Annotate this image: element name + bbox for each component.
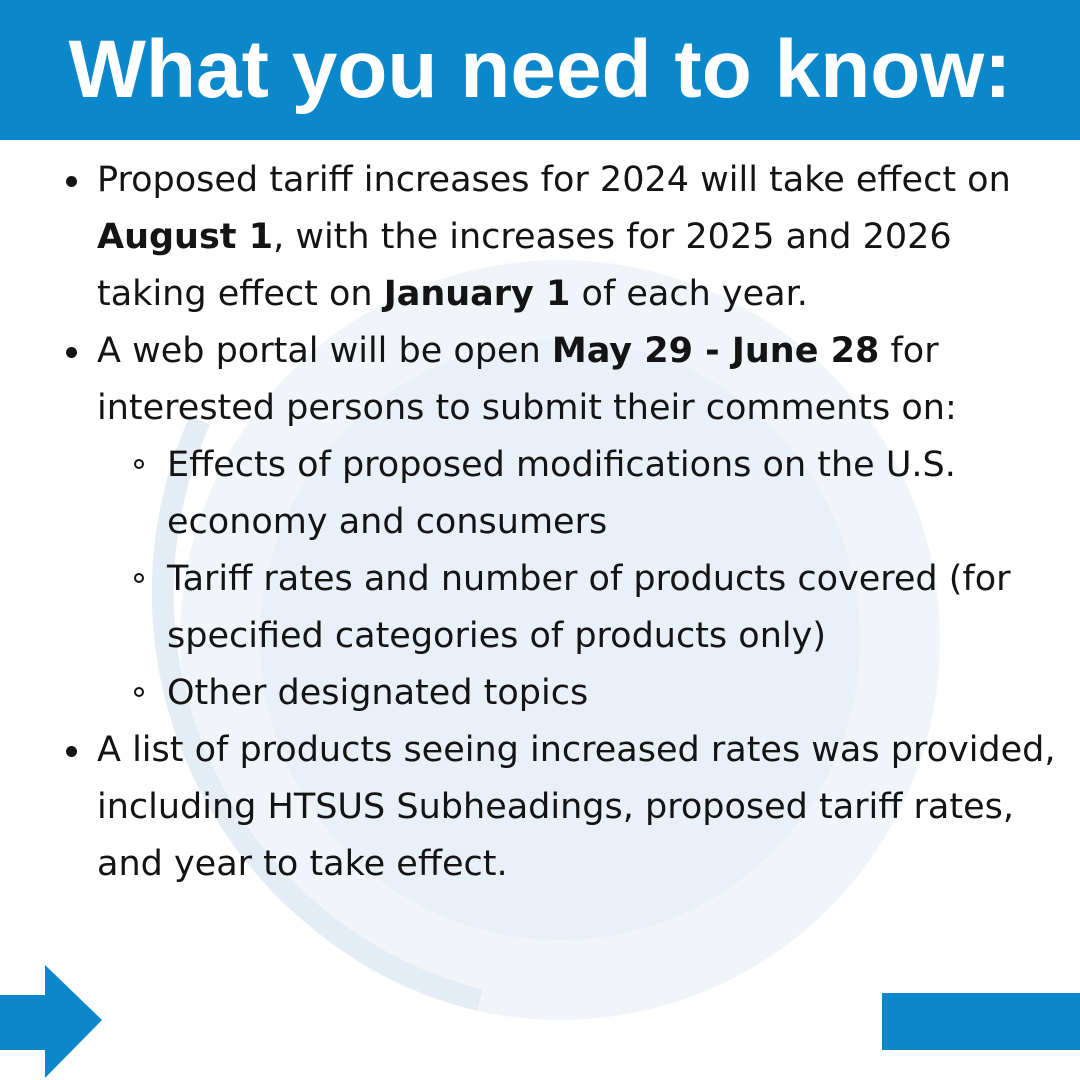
sub-list: Effects of proposed modifications on the… [97,437,1057,722]
sub-item: Tariff rates and number of products cove… [134,551,1057,665]
globe [260,340,860,940]
text: , with the increases for 2025 and 2026 t… [97,217,952,314]
next-arrow [0,965,102,1078]
orbit-arrow [151,415,483,1011]
title: What you need to know: [68,24,1012,115]
bullet-list: Proposed tariff increases for 2024 will … [66,152,1057,893]
bold-text: May 29 - June 28 [551,331,880,371]
text: of each year. [570,274,808,314]
sub-item: Effects of proposed modifications on the… [134,437,1057,551]
bullet-item: A web portal will be open May 29 - June … [66,323,1057,722]
bullet-item: A list of products seeing increased rate… [66,722,1057,893]
text: A list of products seeing increased rate… [97,730,1056,884]
header: What you need to know: [0,0,1080,140]
bold-text: August 1 [97,217,274,257]
text: Proposed tariff increases for 2024 will … [97,160,1011,200]
text: A web portal will be open [97,331,552,371]
bold-text: January 1 [383,274,571,314]
bullet-item: Proposed tariff increases for 2024 will … [66,152,1057,323]
text: for interested persons to submit their c… [97,331,957,428]
sub-item: Other designated topics [134,665,1057,722]
corner-bar [882,993,1080,1050]
